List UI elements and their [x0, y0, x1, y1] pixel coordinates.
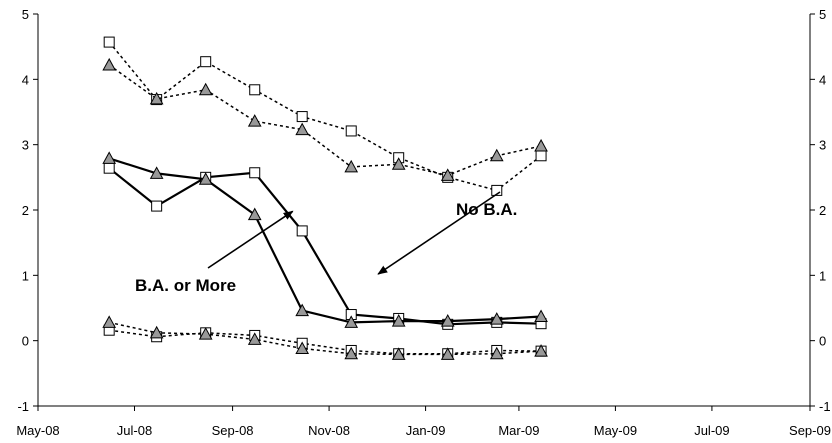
data-point-triangle — [534, 309, 548, 322]
data-point-triangle — [391, 347, 406, 360]
data-point-triangle — [489, 312, 504, 325]
series-line — [108, 157, 542, 324]
data-point-square — [296, 111, 308, 123]
data-point-triangle — [295, 341, 310, 355]
y-tick-label-right: 3 — [819, 138, 826, 153]
data-point-triangle — [149, 91, 164, 105]
x-tick-label: Mar-09 — [498, 423, 539, 438]
annotation-label: B.A. or More — [135, 276, 236, 295]
series-0 — [103, 36, 547, 196]
data-point-triangle — [344, 315, 359, 328]
chart-tick-labels: -1 -1 0 0 1 1 2 2 3 3 4 4 5 5 May-08 Jul-08 Sep-08 Nov-08… — [16, 7, 831, 438]
series-line — [109, 321, 542, 356]
data-point-triangle — [295, 303, 310, 317]
y-tick-label-right: 5 — [819, 7, 826, 22]
data-point-square — [103, 162, 115, 174]
data-point-triangle — [440, 168, 455, 181]
y-tick-label-left: 0 — [22, 334, 29, 349]
data-point-square — [491, 184, 503, 196]
x-tick-label: Jul-09 — [694, 423, 729, 438]
data-point-triangle — [102, 57, 117, 71]
y-tick-label-left: 1 — [22, 268, 29, 283]
data-point-triangle — [198, 327, 213, 340]
data-point-square — [249, 84, 261, 96]
data-point-triangle — [391, 314, 406, 327]
annotation-arrow — [377, 191, 501, 275]
data-point-triangle — [198, 172, 213, 185]
x-tick-label: Sep-09 — [789, 423, 831, 438]
annotation-label: No B.A. — [456, 200, 517, 219]
data-point-triangle — [149, 166, 164, 179]
data-point-triangle — [534, 344, 548, 357]
x-tick-label: May-08 — [16, 423, 59, 438]
series-1 — [102, 57, 548, 181]
y-tick-label-left: -1 — [17, 399, 29, 414]
y-tick-label-right: 0 — [819, 334, 826, 349]
y-tick-label-left: 5 — [22, 7, 29, 22]
series-2 — [103, 162, 547, 330]
x-tick-label: May-09 — [594, 423, 637, 438]
data-point-triangle — [534, 138, 548, 152]
y-tick-label-left: 4 — [22, 72, 29, 87]
data-point-triangle — [344, 346, 359, 360]
series-3 — [102, 151, 548, 328]
data-point-square — [345, 125, 357, 137]
data-point-square — [200, 56, 212, 68]
series-5 — [102, 315, 548, 360]
series-line — [108, 167, 542, 326]
data-point-square — [535, 150, 547, 162]
data-point-square — [151, 200, 163, 212]
data-point-triangle — [440, 314, 455, 327]
series-line — [109, 329, 542, 355]
chart-annotations: No B.A. B.A. or More — [135, 191, 517, 295]
series-line — [108, 41, 542, 192]
data-point-triangle — [198, 82, 213, 96]
data-point-square — [249, 167, 261, 179]
data-point-square — [296, 225, 308, 237]
x-tick-label: Nov-08 — [308, 423, 350, 438]
data-point-triangle — [247, 332, 262, 345]
data-point-triangle — [391, 157, 406, 170]
x-tick-label: Sep-08 — [212, 423, 254, 438]
x-tick-label: Jul-08 — [117, 423, 152, 438]
y-tick-label-right: 4 — [819, 72, 826, 87]
chart-axes — [33, 13, 815, 411]
data-point-triangle — [102, 315, 117, 328]
data-point-square — [103, 36, 115, 48]
y-tick-label-right: 2 — [819, 203, 826, 218]
y-tick-label-left: 3 — [22, 138, 29, 153]
data-point-triangle — [247, 207, 262, 221]
data-point-triangle — [489, 346, 504, 360]
data-point-triangle — [247, 114, 262, 127]
y-tick-label-right: -1 — [819, 399, 831, 414]
data-point-triangle — [344, 159, 359, 173]
chart-series — [102, 36, 548, 360]
annotation-arrow — [207, 210, 294, 269]
x-tick-label: Jan-09 — [406, 423, 446, 438]
data-point-triangle — [440, 347, 455, 360]
y-tick-label-left: 2 — [22, 203, 29, 218]
y-tick-label-right: 1 — [819, 268, 826, 283]
data-point-triangle — [102, 151, 117, 164]
data-point-triangle — [489, 148, 504, 162]
series-line — [108, 64, 542, 177]
data-point-triangle — [295, 122, 310, 136]
data-point-triangle — [149, 325, 164, 339]
